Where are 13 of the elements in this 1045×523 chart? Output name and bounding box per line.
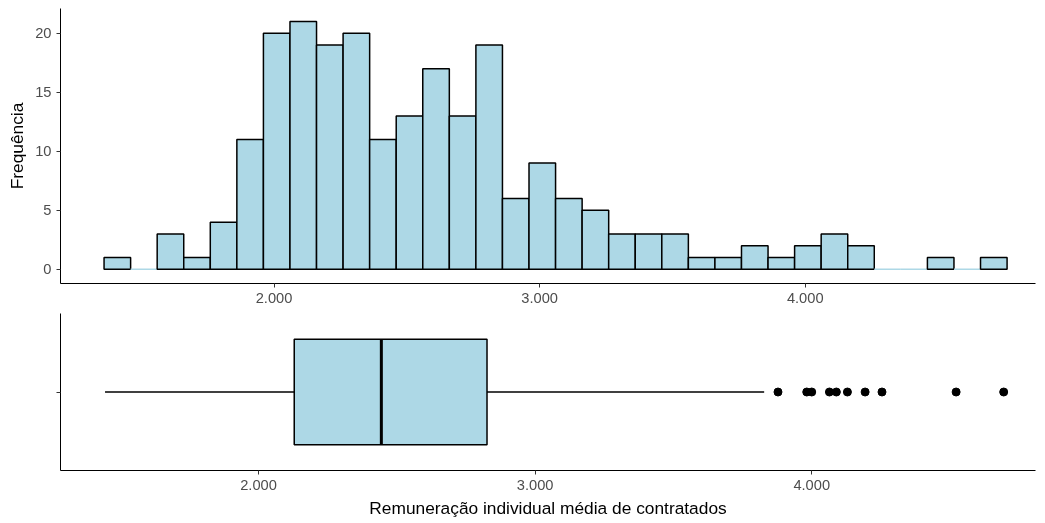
x-tick-label: 3.000	[521, 289, 558, 306]
x-tick-label: 2.000	[255, 289, 293, 306]
y-tick-label: 10	[35, 143, 52, 160]
y-tick-label: 5	[43, 202, 52, 219]
x-tick-label: 4.000	[793, 476, 831, 493]
y-tick-label: 20	[35, 25, 52, 42]
y-tick-label: 15	[35, 84, 52, 101]
y-axis-title: Frequência	[7, 102, 28, 190]
y-tick-label: 0	[43, 261, 52, 278]
x-tick-label: 2.000	[240, 476, 277, 493]
x-tick-label: 4.000	[786, 289, 824, 306]
x-tick-label: 3.000	[516, 476, 554, 493]
x-axis-title: Remuneração individual média de contratados	[369, 497, 728, 518]
